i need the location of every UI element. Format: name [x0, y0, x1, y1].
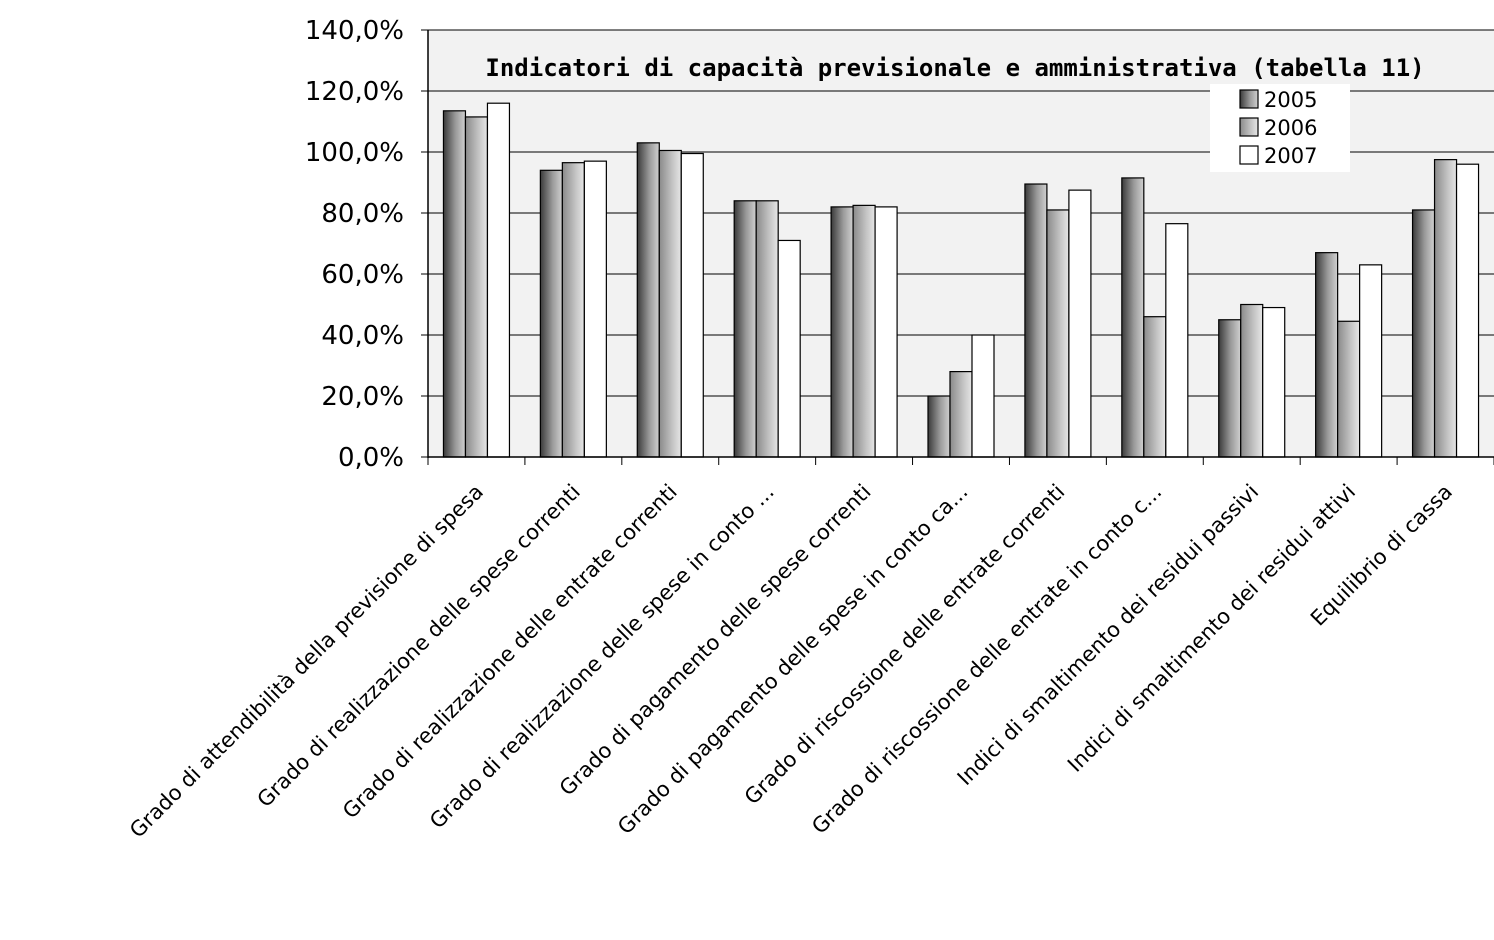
bar-2007-5 [971, 334, 995, 458]
bars [442, 102, 1480, 458]
bar-2006-3 [755, 200, 779, 458]
bar-2007-6 [1068, 189, 1092, 458]
y-tick-label: 80,0% [321, 199, 404, 229]
legend-swatch-2006 [1239, 117, 1259, 137]
y-tick-label: 100,0% [305, 138, 404, 168]
x-tick-label: Grado di realizzazione delle entrate cor… [338, 480, 682, 824]
bar-2006-4 [852, 204, 876, 458]
legend: 2005 2006 2007 [1210, 84, 1350, 172]
bar-2006-5 [949, 371, 973, 458]
y-tick-label: 60,0% [321, 260, 404, 290]
bar-2007-7 [1165, 223, 1189, 458]
x-tick-label: Grado di pagamento delle spese in conto … [613, 480, 972, 839]
bar-2006-10 [1433, 159, 1458, 458]
bar-2006-1 [561, 162, 585, 458]
bar-2006-2 [658, 149, 682, 458]
legend-label-2007: 2007 [1264, 144, 1317, 168]
bar-2006-8 [1240, 303, 1264, 458]
y-tick-label: 20,0% [321, 382, 404, 412]
bar-2005-1 [539, 169, 563, 458]
bar-2006-9 [1337, 320, 1361, 458]
bar-2007-1 [583, 160, 607, 458]
x-tick-label: Grado di riscossione delle entrate corre… [740, 480, 1070, 810]
x-tick-label: Grado di riscossione delle entrate in co… [807, 480, 1166, 839]
bar-2007-0 [486, 102, 511, 458]
y-tick-labels: 0,0% 20,0% 40,0% 60,0% 80,0% 100,0% 120,0% 140,… [305, 16, 404, 473]
legend-label-2006: 2006 [1264, 116, 1317, 140]
bar-2006-7 [1143, 316, 1167, 458]
x-tick-label: Grado di realizzazione delle spese in co… [425, 480, 779, 834]
bar-2005-9 [1315, 252, 1339, 458]
chart-title: Indicatori di capacità previsionale e am… [485, 54, 1424, 82]
bar-2005-5 [927, 395, 951, 458]
y-tick-label: 120,0% [305, 77, 404, 107]
bar-2005-7 [1121, 177, 1145, 458]
bar-2005-0 [442, 110, 467, 458]
legend-swatch-2007 [1239, 145, 1259, 165]
bar-2005-6 [1024, 183, 1048, 458]
bar-2005-3 [733, 200, 757, 458]
bar-2006-6 [1046, 209, 1070, 458]
x-tick-label: Grado di realizzazione delle spese corre… [253, 480, 585, 812]
x-tick-label: Grado di attendibilità della previsione … [125, 480, 488, 843]
y-tick-label: 0,0% [338, 443, 404, 473]
y-tick-label: 140,0% [305, 16, 404, 46]
x-tick-labels: Grado di attendibilità della previsione … [125, 480, 1457, 843]
bar-2005-8 [1218, 319, 1242, 458]
bar-2007-3 [777, 239, 801, 458]
bar-2005-10 [1411, 209, 1436, 458]
bar-2005-4 [830, 206, 854, 458]
legend-label-2005: 2005 [1264, 88, 1317, 112]
y-tick-label: 40,0% [321, 321, 404, 351]
bar-2007-9 [1359, 264, 1383, 458]
legend-box [1210, 84, 1350, 172]
bar-2007-2 [680, 152, 704, 458]
bar-2006-0 [464, 116, 489, 458]
axes [427, 30, 1494, 465]
legend-swatch-2005 [1239, 89, 1259, 109]
bar-2005-2 [636, 142, 660, 458]
bar-2007-8 [1262, 306, 1286, 458]
bar-2007-4 [874, 206, 898, 458]
bar-2007-10 [1455, 163, 1480, 458]
